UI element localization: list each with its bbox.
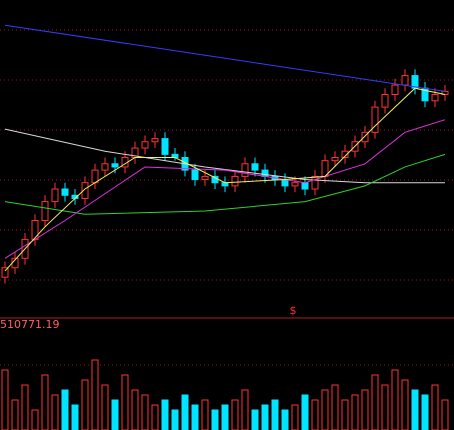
volume-bar [371,374,379,430]
candle-body [241,163,249,177]
moving-average [4,24,446,92]
volume-bar [431,384,439,430]
volume-bar [61,389,69,430]
candle-body [111,163,119,168]
candle-body [291,182,299,187]
candle-body [61,188,69,196]
volume-bar [361,389,369,430]
candle-body [141,141,149,149]
volume-bar [351,394,359,430]
volume-bar [91,359,99,430]
candle-body [161,138,169,155]
volume-bar [211,409,219,430]
volume-bar [391,369,399,430]
candle-body [251,163,259,171]
candle-body [41,201,49,222]
candle-body [331,157,339,162]
volume-bar [1,369,9,430]
candle-body [81,182,89,199]
candle-body [201,175,209,181]
volume-bar [81,379,89,430]
grid [0,29,454,366]
candle-body [51,188,59,203]
candle-body [151,138,159,143]
volume-bar [221,404,229,430]
volume-bar [241,389,249,430]
volume-bar [291,404,299,430]
volume-bar [281,409,289,430]
volume-bar [101,384,109,430]
candle-body [401,75,409,86]
candle-body [31,220,39,240]
moving-average [4,128,445,184]
candle-body [101,163,109,171]
volume-bar [131,389,139,430]
volume-bar [191,404,199,430]
volume-label: 510771.19 [0,318,60,331]
moving-average [4,87,446,272]
candle-body [311,175,319,190]
moving-average [4,153,446,215]
candle-body [1,267,9,278]
volume-bar [121,374,129,430]
moving-average [4,119,446,259]
volume-bar [71,404,79,430]
volume-bar [341,399,349,430]
candle-body [381,94,389,108]
volume-bar [181,394,189,430]
volume-bar [421,394,429,430]
volume-bar [11,399,19,430]
candle-body [301,182,309,190]
volume-bar [231,399,239,430]
volume-bar [381,384,389,430]
candle-body [391,84,399,96]
volume-bar [261,404,269,430]
candle-body [261,169,269,177]
volume-bar [411,389,419,430]
volume-bar [321,389,329,430]
volume-bar [441,399,449,430]
candle-body [191,169,199,181]
volume-bar [301,394,309,430]
volume-bar [331,384,339,430]
candle-body [371,106,379,133]
candle-body [231,175,239,187]
volume-bar [151,404,159,430]
volume-bar [111,399,119,430]
volume-bar [271,399,279,430]
candle-body [341,150,349,158]
volume-bar [161,399,169,430]
candle-body [431,94,439,102]
volume-bar [41,374,49,430]
candle-body [281,179,289,187]
marker: $ [290,304,297,317]
volume-bar [311,399,319,430]
volume-bar [401,379,409,430]
volume-bar [51,394,59,430]
volume-bar [21,384,29,430]
volume-bar [171,409,179,430]
volume-bar [251,409,259,430]
candle-body [361,131,369,143]
volume-bar [201,399,209,430]
volume-bar [31,409,39,430]
volume-bar [141,394,149,430]
